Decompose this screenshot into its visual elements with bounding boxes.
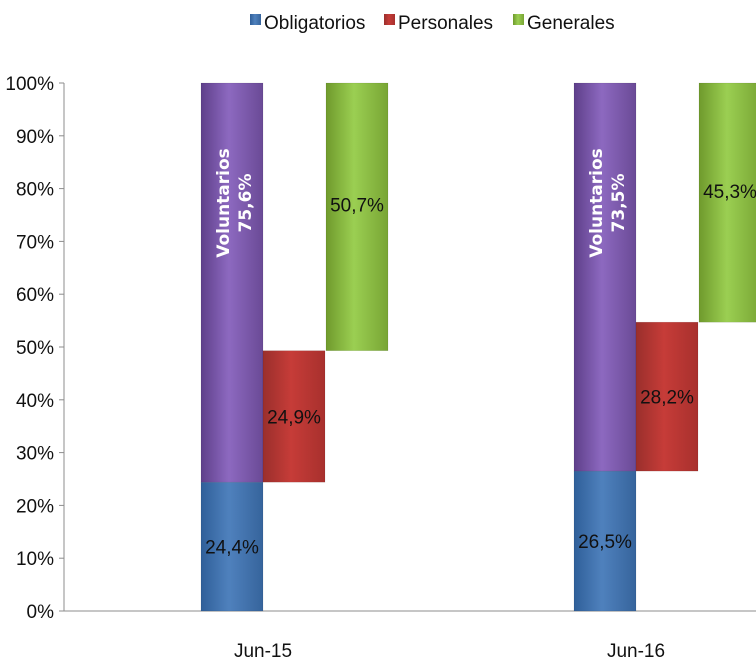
bar-label-obligatorios: 26,5% [578, 532, 632, 553]
bar-obligatorios-jun-16 [573, 470, 637, 612]
bar-label-voluntarios-value: 75,6% [236, 174, 256, 233]
y-tick-label: 70% [16, 232, 54, 253]
bar-label-voluntarios-value: 73,5% [609, 174, 629, 233]
bar-label-generales: 45,3% [703, 182, 756, 203]
bar-label-voluntarios: Voluntarios 73,5% [587, 148, 629, 258]
legend-swatch-obligatorios [250, 14, 261, 25]
y-tick-label: 30% [16, 444, 54, 465]
bar-personales-jun-16 [635, 321, 699, 472]
y-tick-label: 20% [16, 496, 54, 517]
y-tick-label: 80% [16, 180, 54, 201]
y-tick-label: 40% [16, 391, 54, 412]
bar-label-obligatorios: 24,4% [205, 538, 259, 559]
bar-label-personales: 24,9% [267, 407, 321, 428]
bar-voluntarios-jun-15 [200, 82, 264, 483]
bar-label-generales: 50,7% [330, 195, 384, 216]
data-labels: 24,4%Voluntarios 75,6%24,9%50,7%26,5%Volu… [205, 148, 756, 558]
bar-personales-jun-15 [262, 350, 326, 483]
bar-voluntarios-jun-16 [573, 82, 637, 472]
legend-swatch-generales [513, 14, 524, 25]
bar-obligatorios-jun-15 [200, 481, 264, 612]
y-tick-label: 60% [16, 285, 54, 306]
bar-generales-jun-15 [325, 82, 389, 351]
y-tick-label: 0% [27, 602, 55, 623]
bar-label-voluntarios-name: Voluntarios [214, 148, 234, 258]
x-tick-label: Jun-16 [607, 641, 665, 662]
axes: 0% 10% 20% 30% 40% 50% 60% 70% 80% 90% 100% Jun-15 J… [5, 74, 756, 662]
y-tick-label: 50% [16, 338, 54, 359]
y-tick-label: 90% [16, 127, 54, 148]
legend-label-generales: Generales [527, 13, 615, 34]
bar-label-voluntarios-name: Voluntarios [587, 148, 607, 258]
bar-label-voluntarios: Voluntarios 75,6% [214, 148, 256, 258]
bar-generales-jun-16 [698, 82, 756, 323]
x-tick-label: Jun-15 [234, 641, 292, 662]
legend-label-personales: Personales [398, 13, 493, 34]
bar-label-personales: 28,2% [640, 388, 694, 409]
legend-label-obligatorios: Obligatorios [264, 13, 365, 34]
y-tick-label: 10% [16, 549, 54, 570]
y-tick-label: 100% [5, 74, 54, 95]
legend-swatch-personales [384, 14, 395, 25]
bars [200, 82, 756, 612]
legend: Obligatorios Personales Generales [250, 13, 615, 34]
